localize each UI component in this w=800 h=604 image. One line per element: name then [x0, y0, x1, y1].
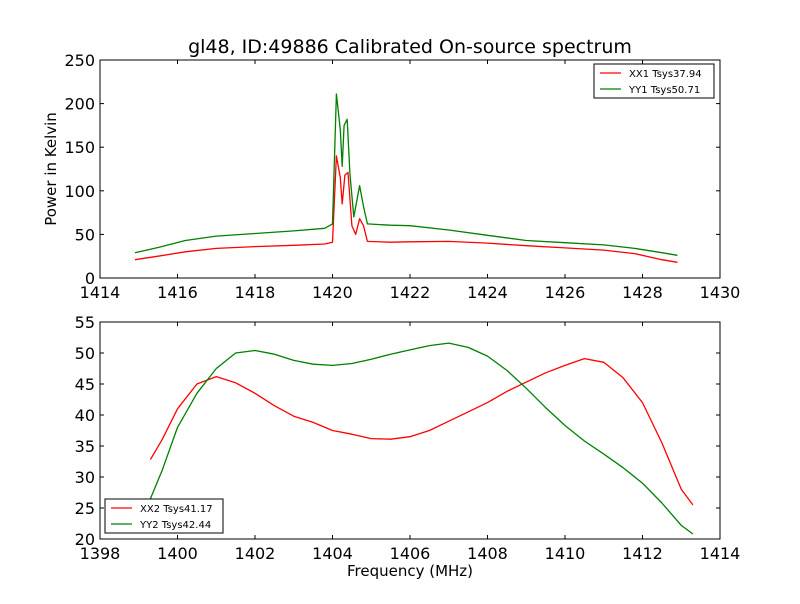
top-ticks: 1414 1416 1418 1420 1422 1424 1426 1428 1430 0 50 1… [64, 51, 740, 302]
bottom-y-tick-label: 55 [75, 313, 95, 332]
top-y-tick-label: 150 [64, 138, 95, 157]
bottom-y-tick-label: 40 [75, 406, 95, 425]
bottom-legend-box [104, 498, 224, 534]
top-y-tick-label: 250 [64, 51, 95, 70]
bottom-x-tick-label: 1410 [545, 544, 586, 563]
bottom-x-tick-label: 1414 [700, 544, 741, 563]
bottom-x-tick-label: 1400 [157, 544, 198, 563]
top-x-tick-label: 1422 [390, 283, 431, 302]
bottom-y-tick-label: 45 [75, 375, 95, 394]
top-x-tick-label: 1420 [312, 283, 353, 302]
top-legend-label-yy1: YY1 Tsys50.71 [628, 85, 700, 96]
bottom-x-tick-label: 1406 [390, 544, 431, 563]
bottom-x-tick-label: 1402 [235, 544, 276, 563]
bottom-series-lines [149, 342, 694, 535]
bottom-legend: XX2 Tsys41.17 YY2 Tsys42.44 [104, 498, 224, 534]
bottom-x-tick-label: 1404 [312, 544, 353, 563]
bottom-legend-label-yy2: YY2 Tsys42.44 [139, 520, 211, 531]
bottom-y-tick-label: 25 [75, 499, 95, 518]
top-y-axis-label: Power in Kelvin [42, 112, 60, 226]
top-series-line-xx1 [134, 155, 678, 263]
chart-title: gl48, ID:49886 Calibrated On-source spec… [188, 36, 632, 58]
bottom-y-tick-label: 50 [75, 344, 95, 363]
bottom-series-line-xx2 [149, 357, 694, 506]
top-panel: 1414 1416 1418 1420 1422 1424 1426 1428 1430 0 50 1… [42, 51, 740, 302]
top-x-tick-label: 1426 [545, 283, 586, 302]
top-legend-box [593, 63, 715, 99]
top-x-tick-label: 1418 [235, 283, 276, 302]
bottom-legend-label-xx2: XX2 Tsys41.17 [140, 504, 213, 515]
bottom-y-tick-label: 35 [75, 437, 95, 456]
top-y-tick-label: 0 [85, 269, 95, 288]
bottom-y-tick-label: 30 [75, 468, 95, 487]
top-legend: XX1 Tsys37.94 YY1 Tsys50.71 [593, 63, 715, 99]
top-x-tick-label: 1430 [700, 283, 741, 302]
bottom-series-line-yy2 [149, 342, 694, 535]
bottom-ticks: 1398 1400 1402 1404 1406 1408 1410 1412 1414 20 25… [75, 313, 741, 563]
bottom-x-tick-label: 1412 [622, 544, 663, 563]
bottom-y-tick-label: 20 [75, 530, 95, 549]
bottom-panel: 1398 1400 1402 1404 1406 1408 1410 1412 1414 20 25… [75, 313, 741, 580]
bottom-x-axis-label: Frequency (MHz) [347, 562, 473, 580]
top-legend-label-xx1: XX1 Tsys37.94 [629, 69, 702, 80]
top-y-tick-label: 100 [64, 182, 95, 201]
top-x-tick-label: 1416 [157, 283, 198, 302]
top-y-tick-label: 50 [75, 225, 95, 244]
bottom-x-tick-label: 1398 [80, 544, 121, 563]
bottom-x-tick-label: 1408 [467, 544, 508, 563]
top-series-line-yy1 [134, 93, 678, 256]
top-y-tick-label: 200 [64, 95, 95, 114]
top-x-tick-label: 1428 [622, 283, 663, 302]
top-x-tick-label: 1414 [80, 283, 121, 302]
top-x-tick-label: 1424 [467, 283, 508, 302]
top-series-lines [134, 93, 678, 263]
